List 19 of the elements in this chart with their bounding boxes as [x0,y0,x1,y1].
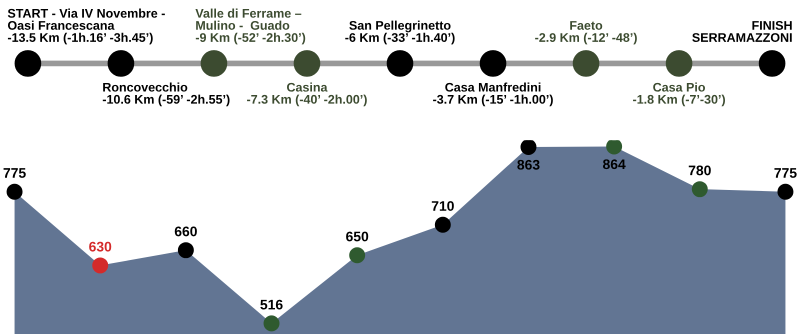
data-label: 863 [517,160,540,170]
text: Faeto -2.9 Km (-12’ -48’) [535,21,637,44]
data-label: 650 [346,232,368,242]
text: FINISH SERRAMAZZONI [692,20,792,42]
data-label: 516 [260,300,283,310]
text: Casina -7.3 Km (-40’ -2h.00’) [247,82,367,106]
data-label: 775 [774,168,797,178]
data-label: 660 [174,226,197,236]
data-label: 775 [4,168,26,178]
text: Casa Manfredini -3.7 Km (-15’ -1h.00’) [433,82,553,106]
text: Roncovecchio -10.6 Km (-59’ -2h.55’) [102,82,230,106]
data-label: 710 [432,201,454,211]
text: Casa Pio -1.8 Km (-7’-30’) [633,82,725,106]
data-label: 780 [688,165,711,176]
text: San Pellegrinetto -6 Km (-33’ -1h.40’) [345,20,455,44]
text: START - Via IV Novembre - Oasi Francescana -13.5 Km (-1h.16’ -3h.45’) [8,8,165,44]
data-label: 630 [89,242,112,252]
data-label: 864 [602,159,626,170]
text: Valle di Ferrame – Mulino - Guado -9 Km (-52’ -2h.30’) [195,8,306,44]
